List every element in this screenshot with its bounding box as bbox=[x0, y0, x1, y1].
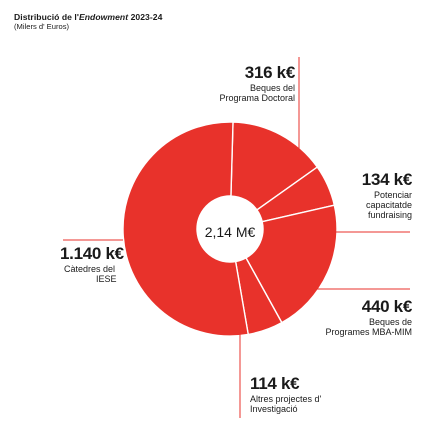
title-emphasis: Endowment bbox=[78, 12, 129, 22]
slice-value-1: 134 k€ bbox=[361, 170, 413, 189]
slice-desc-1-line-0: Potenciar bbox=[373, 189, 412, 200]
donut-slice-0 bbox=[230, 121, 319, 211]
slice-desc-3-line-0: Altres projectes d' bbox=[250, 393, 322, 404]
slice-value-0: 316 k€ bbox=[244, 63, 296, 82]
slice-label-3: 114 k€ Altres projectes d' Investigació bbox=[250, 374, 321, 414]
slice-desc-1-line-2: fundraising bbox=[367, 210, 412, 221]
slice-label-0: 316 k€ Beques del Programa Doctoral bbox=[219, 63, 295, 103]
chart-subtitle: (Milers d' Euros) bbox=[14, 22, 70, 31]
slice-label-4: 1.140 k€ Càtedres del IESE bbox=[60, 244, 124, 284]
slice-desc-3-line-1: Investigació bbox=[250, 403, 298, 414]
slice-desc-4-line-1: IESE bbox=[96, 273, 117, 284]
slice-desc-1-line-1: capacitatde bbox=[365, 199, 412, 210]
slice-value-4: 1.140 k€ bbox=[60, 244, 124, 263]
slice-desc-0-line-0: Beques del bbox=[249, 82, 295, 93]
slice-desc-2-line-1: Programes MBA-MIM bbox=[325, 326, 412, 337]
slice-label-1: 134 k€ Potenciar capacitatde fundraising bbox=[361, 170, 413, 221]
slice-value-2: 440 k€ bbox=[361, 297, 413, 316]
donut-slice-4 bbox=[122, 121, 250, 337]
donut-slice-2 bbox=[245, 204, 338, 324]
slice-desc-2-line-0: Beques de bbox=[368, 316, 412, 327]
center-label: 2,14 M€ bbox=[205, 224, 256, 240]
slice-value-3: 114 k€ bbox=[250, 374, 300, 393]
slice-desc-4-line-0: Càtedres del bbox=[64, 263, 116, 274]
chart-title: Distribució de l'Endowment 2023-24 bbox=[14, 12, 163, 22]
slice-label-2: 440 k€ Beques de Programes MBA-MIM bbox=[325, 297, 412, 337]
slice-desc-0-line-1: Programa Doctoral bbox=[219, 92, 295, 103]
